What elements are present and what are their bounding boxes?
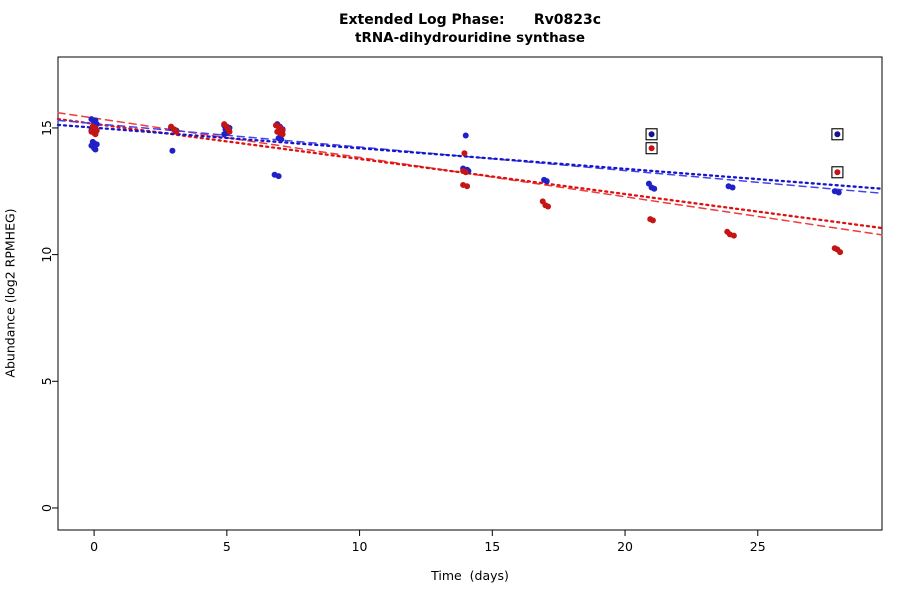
red-replicates-point <box>173 128 180 135</box>
red-replicates-point <box>649 217 656 224</box>
red-replicates-point <box>462 169 469 176</box>
flagged-point-box <box>831 128 844 141</box>
x-tick-label: 20 <box>617 539 633 554</box>
x-tick-label: 10 <box>352 539 368 554</box>
y-tick-label: 5 <box>39 377 54 385</box>
x-tick-label: 25 <box>750 539 766 554</box>
red-replicates-point <box>279 131 286 138</box>
flagged-point <box>648 145 655 152</box>
y-axis-label: Abundance (log2 RPMHEG) <box>2 208 18 378</box>
red-replicates-point <box>226 128 233 135</box>
y-tick-label: 0 <box>39 504 54 512</box>
blue-replicates-point <box>835 189 842 196</box>
red-replicates-point <box>837 249 844 256</box>
blue-replicates-point <box>651 185 658 192</box>
blue-replicates-point <box>169 147 176 154</box>
flagged-point <box>834 131 841 138</box>
blue-replicates-point <box>92 146 99 153</box>
chart-title: Extended Log Phase: Rv0823c <box>338 12 602 28</box>
blue-replicates-point <box>729 184 736 191</box>
flagged-point-box <box>645 142 658 155</box>
blue-replicates-point <box>221 131 228 138</box>
red-replicates-point <box>461 150 468 157</box>
red-replicates-point <box>92 131 99 138</box>
blue-replicates-point <box>278 136 285 143</box>
x-tick-label: 15 <box>484 539 500 554</box>
blue-dotted-fit <box>56 123 884 190</box>
red-replicates-point <box>464 183 471 190</box>
red-replicates-point <box>545 203 552 210</box>
flagged-point-box <box>831 166 844 179</box>
x-tick-label: 5 <box>223 539 231 554</box>
x-tick-label: 0 <box>90 539 98 554</box>
y-tick-label: 10 <box>39 247 54 263</box>
x-axis-label: Time (days) <box>431 568 509 583</box>
flagged-point <box>834 169 841 176</box>
blue-replicates-point <box>275 173 282 180</box>
chart-subtitle: tRNA-dihydrouridine synthase <box>355 30 585 46</box>
plot-border <box>57 56 883 531</box>
red-replicates-point <box>730 232 737 239</box>
blue-replicates-point <box>543 178 550 185</box>
blue-replicates-point <box>462 132 469 139</box>
y-tick-label: 15 <box>39 120 54 136</box>
flagged-point <box>648 131 655 138</box>
flagged-point-box <box>645 128 658 141</box>
